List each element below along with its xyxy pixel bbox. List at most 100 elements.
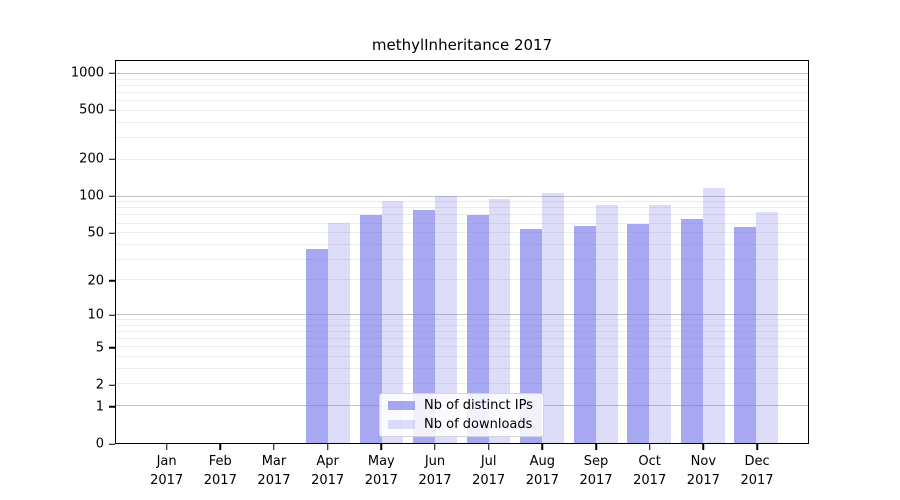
y-tick-mark [109, 384, 115, 386]
x-tick-mark [487, 444, 490, 450]
x-tick-month: Aug [529, 454, 556, 469]
legend-swatch-downloads [388, 420, 415, 429]
bar-distinct-ips-oct [627, 223, 650, 443]
x-tick-month: May [367, 454, 395, 469]
x-tick-mark [434, 444, 436, 450]
x-tick-label-nov: Nov 2017 [687, 452, 720, 490]
y-tick-mark [109, 406, 115, 408]
x-tick-label-jul: Jul 2017 [472, 452, 505, 490]
x-tick-label-mar: Mar 2017 [257, 452, 290, 490]
x-tick-month: Feb [208, 454, 232, 469]
x-tick-year: 2017 [525, 473, 559, 488]
gridline-major [116, 195, 808, 197]
y-tick-label: 10 [87, 307, 104, 323]
gridline-minor [116, 110, 808, 112]
bar-distinct-ips-sep [573, 226, 596, 443]
x-tick-year: 2017 [311, 473, 345, 488]
x-tick-mark [541, 444, 544, 450]
y-tick-label: 100 [79, 188, 104, 204]
x-tick-year: 2017 [740, 473, 774, 488]
y-tick-label: 0 [95, 436, 104, 452]
y-tick-label: 1000 [70, 65, 104, 81]
x-tick-label-sep: Sep 2017 [579, 452, 612, 490]
x-tick-year: 2017 [150, 473, 184, 488]
bar-downloads-dec [756, 211, 779, 443]
x-tick-year: 2017 [686, 473, 720, 488]
legend-swatch-distinct-ips [388, 401, 415, 410]
y-tick-label: 5 [95, 340, 104, 356]
bar-downloads-jun [435, 195, 457, 443]
gridline-major [116, 73, 808, 75]
x-tick-label-oct: Oct 2017 [633, 452, 666, 490]
gridline-minor [116, 137, 808, 139]
bar-distinct-ips-aug [520, 229, 543, 443]
legend-label-distinct-ips: Nb of distinct IPs [424, 398, 533, 413]
gridline-minor [116, 122, 808, 124]
gridline-minor [116, 207, 808, 209]
gridline-minor [116, 201, 808, 203]
gridline-minor [116, 92, 808, 94]
bar-downloads-nov [702, 188, 725, 443]
gridline-minor [116, 78, 808, 80]
x-tick-mark [273, 444, 275, 450]
x-tick-year: 2017 [579, 473, 613, 488]
gridline-minor [116, 243, 808, 245]
x-tick-year: 2017 [364, 473, 398, 488]
bar-downloads-sep [595, 204, 618, 443]
y-tick-mark [109, 72, 115, 74]
y-tick-mark [109, 279, 115, 282]
bar-distinct-ips-jun [413, 209, 436, 443]
legend-item-downloads: Nb of downloads [388, 417, 543, 432]
x-tick-mark [702, 444, 705, 450]
x-tick-label-may: May 2017 [365, 452, 398, 490]
y-tick-mark [109, 109, 115, 112]
gridline-minor [116, 222, 808, 224]
bar-distinct-ips-may [359, 215, 382, 443]
bar-distinct-ips-jul [466, 214, 489, 443]
x-tick-year: 2017 [472, 473, 506, 488]
gridline-minor [116, 324, 808, 326]
legend: Nb of distinct IPs Nb of downloads [379, 393, 544, 437]
legend-label-downloads: Nb of downloads [424, 417, 533, 432]
y-tick-mark [109, 443, 115, 445]
x-tick-mark [165, 444, 168, 450]
gridline-minor [116, 232, 808, 234]
y-tick-mark [109, 314, 115, 317]
x-tick-mark [756, 444, 758, 450]
x-axis-ticks [115, 444, 809, 450]
x-tick-mark [595, 444, 597, 450]
x-tick-year: 2017 [257, 473, 291, 488]
x-tick-month: Oct [638, 454, 661, 469]
plot-area: Nb of distinct IPs Nb of downloads [115, 60, 809, 444]
x-tick-year: 2017 [203, 473, 237, 488]
x-tick-mark [326, 444, 329, 450]
x-tick-label-jun: Jun 2017 [418, 452, 451, 490]
x-tick-month: Jun [424, 454, 446, 469]
y-tick-mark [109, 195, 115, 198]
y-tick-mark [109, 158, 115, 161]
x-tick-label-feb: Feb 2017 [204, 452, 237, 490]
x-tick-year: 2017 [418, 473, 452, 488]
gridline-minor [116, 100, 808, 102]
gridline-minor [116, 368, 808, 369]
bar-distinct-ips-nov [680, 219, 703, 443]
bars-container [116, 61, 808, 443]
x-tick-mark [219, 444, 222, 450]
gridline-minor [116, 214, 808, 216]
gridline-minor [116, 158, 808, 160]
x-tick-label-dec: Dec 2017 [740, 452, 773, 490]
x-tick-month: Jan [156, 454, 177, 469]
gridline-minor [116, 346, 808, 348]
x-tick-month: Nov [690, 454, 717, 469]
gridline-minor [116, 279, 808, 281]
y-axis-labels: 0 1 2 5 10 20 50 100 200 500 1000 [0, 60, 104, 452]
y-tick-label: 50 [87, 225, 104, 241]
x-tick-mark [648, 444, 651, 450]
x-axis-labels: Jan 2017 Feb 2017 Mar 2017 Apr 2017 May 2017 Jun 20… [115, 452, 809, 494]
chart-title: methylInheritance 2017 [371, 36, 553, 54]
y-tick-mark [109, 347, 115, 349]
gridline-minor [116, 338, 808, 340]
bar-downloads-oct [649, 204, 672, 443]
bar-downloads-jul [488, 198, 511, 443]
x-tick-year: 2017 [633, 473, 667, 488]
